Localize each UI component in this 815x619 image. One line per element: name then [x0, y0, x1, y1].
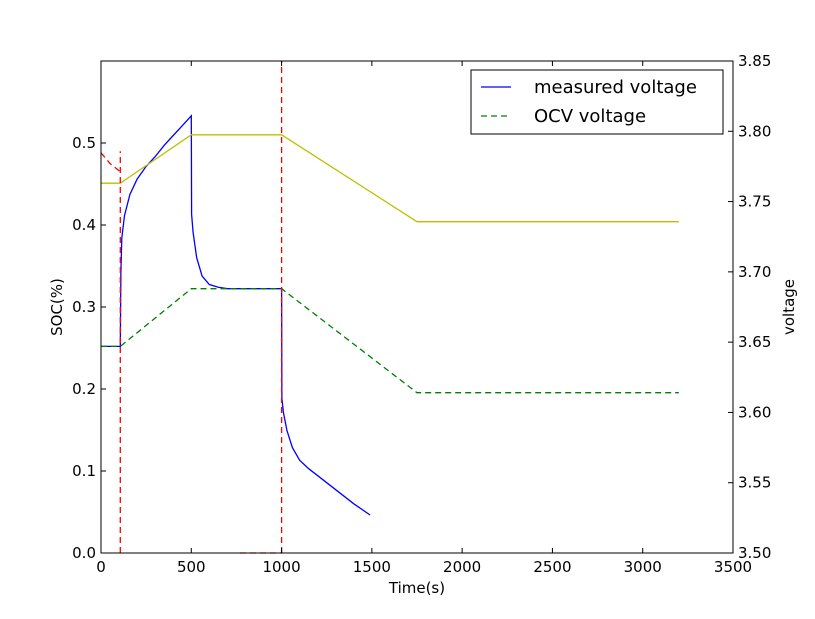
legend: measured voltage OCV voltage	[470, 69, 724, 135]
x-tick-label: 500	[177, 558, 206, 576]
y-left-tick-label: 0.3	[72, 298, 96, 316]
y-right-tick-label: 3.85	[738, 52, 771, 70]
y-left-axis-label: SOC(%)	[48, 278, 66, 336]
y-right-tick-label: 3.55	[738, 474, 771, 492]
x-tick-label: 3500	[714, 558, 752, 576]
y-left-tick-label: 0.5	[72, 134, 96, 152]
y-left-tick-label: 0.4	[72, 216, 96, 234]
x-axis-label: Time(s)	[388, 579, 445, 597]
x-tick-label: 1500	[353, 558, 391, 576]
y-right-tick-label: 3.60	[738, 403, 771, 421]
y-right-tick-label: 3.50	[738, 544, 771, 562]
x-tick-label: 1000	[262, 558, 300, 576]
legend-ocv-voltage-label: OCV voltage	[534, 106, 646, 127]
x-tick-label: 3000	[624, 558, 662, 576]
legend-box	[470, 69, 724, 135]
y-left-tick-label: 0.2	[72, 380, 96, 398]
series-line-3	[100, 152, 121, 173]
y-right-tick-label: 3.75	[738, 193, 771, 211]
x-tick-label: 2000	[443, 558, 481, 576]
series-line-1	[101, 288, 679, 394]
y-right-tick-label: 3.80	[738, 122, 771, 140]
y-right-tick-label: 3.65	[738, 333, 771, 351]
y-left-tick-label: 0.1	[72, 462, 96, 480]
x-tick-label: 2500	[533, 558, 571, 576]
y-right-tick-label: 3.70	[738, 263, 771, 281]
series-line-2	[101, 134, 679, 223]
y-right-axis-label: voltage	[780, 279, 798, 335]
series-line-0	[101, 114, 371, 516]
legend-measured-voltage-label: measured voltage	[534, 77, 697, 98]
x-tick-label: 0	[96, 558, 106, 576]
y-left-tick-label: 0.0	[72, 544, 96, 562]
